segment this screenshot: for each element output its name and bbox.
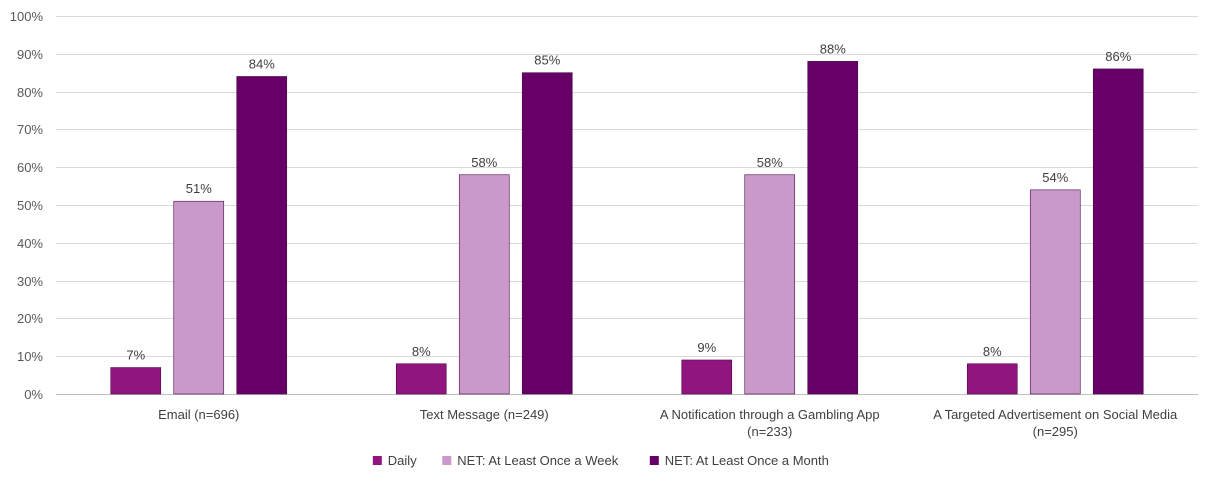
bar — [395, 363, 447, 395]
data-labels: 7% 51% 84% 8% 58% 85% 9% 58% 88% 8% 54% 86% — [126, 41, 1131, 362]
data-label: 8% — [412, 344, 431, 359]
bar — [236, 76, 288, 395]
bar — [1029, 189, 1081, 395]
legend-label: NET: At Least Once a Week — [457, 453, 618, 468]
legend-label: Daily — [388, 453, 417, 468]
y-axis-tick-labels: 0% 10% 20% 30% 40% 50% 60% 70% 80% 90% 100% — [10, 9, 44, 402]
data-label: 58% — [757, 155, 783, 170]
y-tick-label: 20% — [17, 311, 43, 326]
data-label: 85% — [534, 53, 560, 68]
bar — [681, 359, 733, 395]
legend-swatch — [372, 456, 382, 465]
y-tick-label: 10% — [17, 349, 43, 364]
bar — [521, 72, 573, 395]
bar — [1092, 68, 1144, 395]
x-axis-category-labels: Email (n=696) Text Message (n=249) A Notif… — [158, 407, 1178, 439]
data-label: 9% — [697, 340, 716, 355]
data-label: 84% — [249, 56, 275, 71]
data-label: 51% — [186, 181, 212, 196]
gridlines — [56, 16, 1198, 395]
legend-label: NET: At Least Once a Month — [665, 453, 829, 468]
legend: Daily NET: At Least Once a Week NET: At Le… — [372, 453, 829, 468]
legend-swatch — [442, 456, 452, 465]
data-label: 88% — [820, 41, 846, 56]
data-label: 58% — [471, 155, 497, 170]
y-tick-label: 0% — [24, 387, 43, 402]
bar — [807, 61, 859, 395]
bar — [110, 367, 162, 395]
bar — [458, 174, 510, 395]
y-tick-label: 70% — [17, 122, 43, 137]
category-label: Text Message (n=249) — [420, 407, 549, 422]
category-label: Email (n=696) — [158, 407, 239, 422]
y-tick-label: 40% — [17, 236, 43, 251]
y-tick-label: 80% — [17, 85, 43, 100]
y-tick-label: 90% — [17, 47, 43, 62]
data-label: 8% — [983, 344, 1002, 359]
data-label: 7% — [126, 348, 145, 363]
bar — [966, 363, 1018, 395]
category-label: A Notification through a Gambling App (n=… — [660, 407, 880, 439]
category-label: A Targeted Advertisement on Social Media… — [933, 407, 1178, 439]
data-label: 54% — [1042, 170, 1068, 185]
y-tick-label: 50% — [17, 198, 43, 213]
legend-swatch — [649, 456, 659, 465]
data-label: 86% — [1105, 49, 1131, 64]
bar — [744, 174, 796, 395]
y-tick-label: 60% — [17, 160, 43, 175]
bar — [173, 200, 225, 395]
y-tick-label: 30% — [17, 274, 43, 289]
y-tick-label: 100% — [10, 9, 44, 24]
bars — [110, 61, 1144, 395]
